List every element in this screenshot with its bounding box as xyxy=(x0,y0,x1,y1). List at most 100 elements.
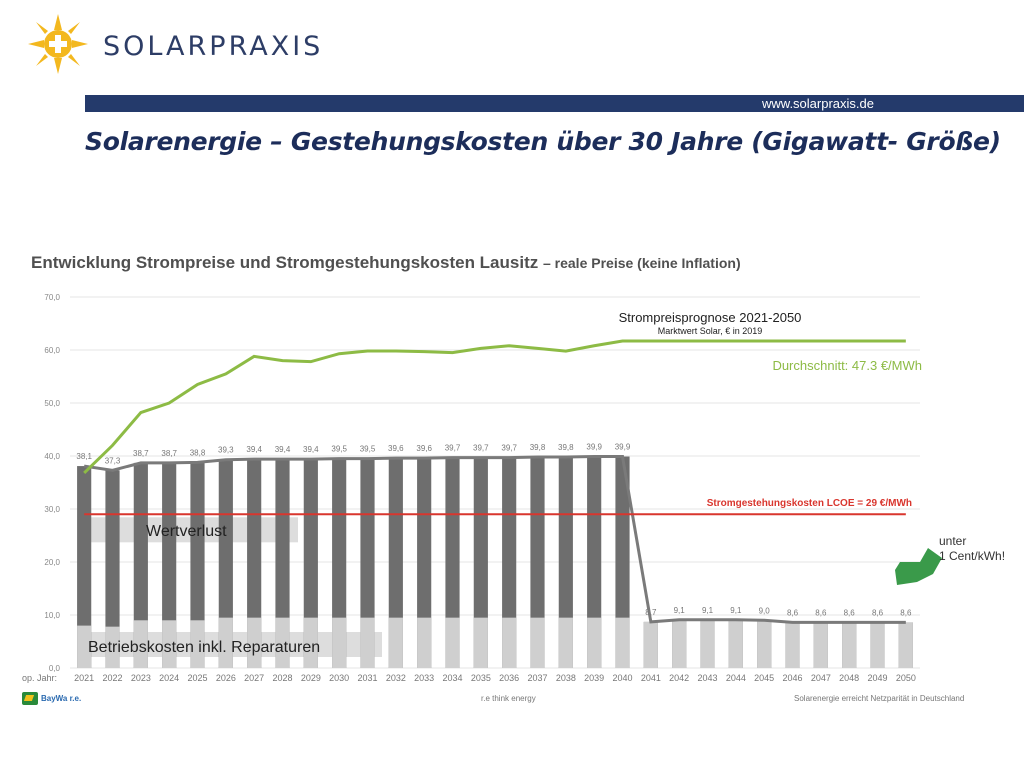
bar-total xyxy=(360,458,375,668)
bar-total xyxy=(332,458,347,668)
x-tick-label: 2026 xyxy=(216,673,236,683)
bar-value-label: 38,1 xyxy=(76,452,92,461)
x-tick-label: 2039 xyxy=(584,673,604,683)
wertverlust-label: Wertverlust xyxy=(146,523,227,540)
bar-total xyxy=(77,466,92,668)
y-tick-label: 60,0 xyxy=(44,346,60,355)
bar-value-label: 39,6 xyxy=(416,444,432,453)
lcoe-label: Stromgestehungskosten LCOE = 29 €/MWh xyxy=(707,498,912,509)
bar-total xyxy=(303,459,318,668)
bar-value-label: 8,6 xyxy=(900,608,912,617)
bar-operating-cost xyxy=(360,617,375,668)
bar-operating-cost xyxy=(842,622,857,668)
bar-operating-cost xyxy=(615,617,630,668)
bar-value-label: 9,1 xyxy=(730,606,742,615)
bar-total xyxy=(558,457,573,668)
footer-brand: BayWa r.e. xyxy=(41,694,82,703)
website-link[interactable]: www.solarpraxis.de xyxy=(762,96,874,111)
header-bar: www.solarpraxis.de xyxy=(85,95,1024,112)
bar-operating-cost xyxy=(275,617,290,668)
bar-value-label: 38,7 xyxy=(133,449,149,458)
x-tick-label: 2035 xyxy=(471,673,491,683)
bar-total xyxy=(445,457,460,668)
x-tick-label: 2047 xyxy=(811,673,831,683)
y-tick-label: 20,0 xyxy=(44,558,60,567)
bar-operating-cost xyxy=(700,619,715,668)
y-tick-label: 70,0 xyxy=(44,293,60,302)
bar-value-label: 39,7 xyxy=(445,444,461,453)
x-tick-label: 2050 xyxy=(896,673,916,683)
bar-operating-cost xyxy=(218,617,233,668)
x-tick-label: 2043 xyxy=(697,673,717,683)
bar-operating-cost xyxy=(417,617,432,668)
x-tick-label: 2027 xyxy=(244,673,264,683)
bar-value-label: 38,7 xyxy=(161,449,177,458)
bar-value-label: 39,4 xyxy=(303,445,319,454)
bar-value-label: 39,8 xyxy=(558,443,574,452)
x-tick-label: 2044 xyxy=(726,673,746,683)
bar-value-label: 8,6 xyxy=(872,608,884,617)
price-forecast-subtitle: Marktwert Solar, € in 2019 xyxy=(658,326,763,336)
bar-operating-cost xyxy=(785,622,800,668)
chart-heading: Entwicklung Strompreise und Stromgestehu… xyxy=(31,253,741,273)
bar-value-label: 39,7 xyxy=(501,444,517,453)
bar-operating-cost xyxy=(332,617,347,668)
baywa-logo-icon xyxy=(22,692,38,705)
unter-annotation: unter 1 Cent/kWh! xyxy=(939,534,1005,564)
x-tick-label: 2036 xyxy=(499,673,519,683)
average-label: Durchschnitt: 47.3 €/MWh xyxy=(772,358,922,373)
price-forecast-line xyxy=(83,339,906,475)
bar-operating-cost xyxy=(530,617,545,668)
betriebskosten-label: Betriebskosten inkl. Reparaturen xyxy=(88,639,320,656)
bar-total xyxy=(473,457,488,668)
bar-value-label: 39,4 xyxy=(275,445,291,454)
x-tick-label: 2041 xyxy=(641,673,661,683)
bar-value-label: 9,0 xyxy=(759,606,771,615)
y-tick-label: 10,0 xyxy=(44,611,60,620)
bar-operating-cost xyxy=(473,617,488,668)
x-tick-label: 2025 xyxy=(187,673,207,683)
bar-total xyxy=(275,459,290,668)
bar-value-label: 8,7 xyxy=(645,608,657,617)
bar-total xyxy=(105,470,120,668)
bar-value-label: 8,6 xyxy=(844,608,856,617)
x-tick-label: 2028 xyxy=(272,673,292,683)
bar-operating-cost xyxy=(502,617,517,668)
x-tick-label: 2037 xyxy=(527,673,547,683)
bar-operating-cost xyxy=(672,619,687,668)
total-cost-trend-line xyxy=(83,455,906,624)
price-forecast-title: Strompreisprognose 2021-2050 xyxy=(619,310,802,325)
bar-value-label: 39,6 xyxy=(388,444,404,453)
bar-operating-cost xyxy=(870,622,885,668)
bar-value-label: 9,1 xyxy=(702,606,714,615)
bar-operating-cost xyxy=(728,619,743,668)
green-arrow-icon xyxy=(895,548,942,585)
x-tick-label: 2038 xyxy=(556,673,576,683)
bar-value-label: 37,3 xyxy=(105,456,121,465)
x-tick-label: 2030 xyxy=(329,673,349,683)
bar-operating-cost xyxy=(133,620,148,668)
bar-operating-cost xyxy=(303,617,318,668)
y-tick-label: 30,0 xyxy=(44,505,60,514)
bar-operating-cost xyxy=(388,617,403,668)
y-tick-label: 40,0 xyxy=(44,452,60,461)
bar-value-label: 39,8 xyxy=(530,443,546,452)
bar-total xyxy=(502,457,517,668)
x-tick-label: 2045 xyxy=(754,673,774,683)
bar-total xyxy=(615,456,630,668)
x-tick-label: 2049 xyxy=(867,673,887,683)
bar-total xyxy=(417,458,432,668)
x-tick-label: 2031 xyxy=(357,673,377,683)
bar-value-label: 39,3 xyxy=(218,446,234,455)
x-axis-prefix: op. Jahr: xyxy=(22,673,57,683)
bar-value-label: 39,9 xyxy=(586,443,602,452)
footer-note: Solarenergie erreicht Netzparität in Deu… xyxy=(794,694,965,703)
bar-operating-cost xyxy=(105,626,120,668)
x-tick-label: 2023 xyxy=(131,673,151,683)
bar-operating-cost xyxy=(643,621,658,668)
x-tick-label: 2021 xyxy=(74,673,94,683)
bar-value-label: 9,1 xyxy=(674,606,686,615)
bar-operating-cost xyxy=(77,625,92,668)
bar-value-label: 8,6 xyxy=(787,608,799,617)
